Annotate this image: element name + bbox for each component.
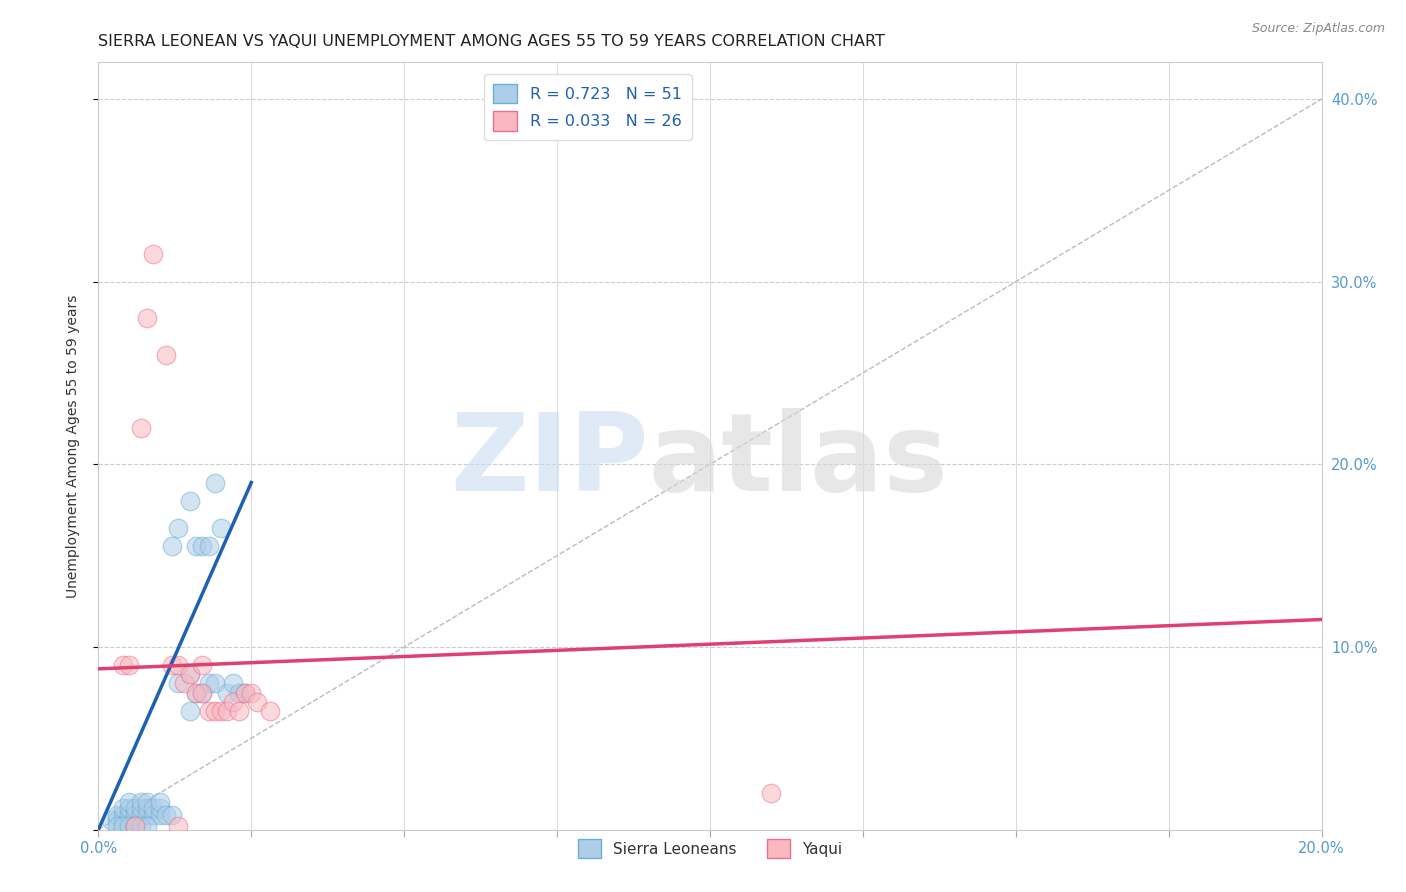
Point	[233, 685, 256, 699]
Point	[191, 658, 214, 673]
Point	[149, 795, 172, 809]
Point	[186, 685, 208, 699]
Point	[167, 521, 190, 535]
Point	[118, 658, 141, 673]
Point	[173, 676, 195, 690]
Point	[222, 676, 245, 690]
Point	[179, 667, 201, 681]
Point	[149, 808, 172, 822]
Point	[197, 676, 219, 690]
Point	[124, 808, 146, 822]
Point	[105, 814, 128, 828]
Point	[124, 819, 146, 833]
Point	[160, 808, 183, 822]
Point	[111, 800, 134, 814]
Point	[124, 814, 146, 828]
Point	[179, 667, 201, 681]
Point	[129, 795, 152, 809]
Point	[209, 521, 232, 535]
Point	[167, 658, 190, 673]
Point	[129, 800, 152, 814]
Point	[191, 685, 214, 699]
Point	[136, 795, 159, 809]
Point	[129, 819, 152, 833]
Point	[228, 685, 250, 699]
Point	[100, 814, 122, 828]
Point	[111, 814, 134, 828]
Point	[111, 808, 134, 822]
Point	[124, 819, 146, 833]
Point	[167, 819, 190, 833]
Point	[160, 540, 183, 554]
Point	[179, 493, 201, 508]
Point	[191, 685, 214, 699]
Point	[186, 540, 208, 554]
Point	[105, 819, 128, 833]
Point	[111, 819, 134, 833]
Point	[129, 808, 152, 822]
Point	[186, 685, 208, 699]
Point	[215, 685, 238, 699]
Point	[149, 800, 172, 814]
Point	[240, 685, 263, 699]
Point	[204, 676, 226, 690]
Point	[129, 421, 152, 435]
Point	[222, 695, 245, 709]
Point	[105, 808, 128, 822]
Point	[118, 814, 141, 828]
Point	[136, 311, 159, 326]
Point	[155, 348, 177, 362]
Point	[228, 704, 250, 718]
Point	[124, 800, 146, 814]
Point	[142, 800, 165, 814]
Point	[197, 704, 219, 718]
Point	[209, 704, 232, 718]
Point	[197, 540, 219, 554]
Point	[142, 247, 165, 261]
Point	[155, 808, 177, 822]
Text: ZIP: ZIP	[450, 409, 648, 515]
Point	[204, 704, 226, 718]
Point	[136, 819, 159, 833]
Point	[759, 786, 782, 800]
Point	[118, 795, 141, 809]
Point	[142, 808, 165, 822]
Point	[118, 819, 141, 833]
Point	[118, 808, 141, 822]
Text: Source: ZipAtlas.com: Source: ZipAtlas.com	[1251, 22, 1385, 36]
Point	[233, 685, 256, 699]
Text: atlas: atlas	[648, 409, 949, 515]
Legend: Sierra Leoneans, Yaqui: Sierra Leoneans, Yaqui	[572, 833, 848, 864]
Text: SIERRA LEONEAN VS YAQUI UNEMPLOYMENT AMONG AGES 55 TO 59 YEARS CORRELATION CHART: SIERRA LEONEAN VS YAQUI UNEMPLOYMENT AMO…	[98, 34, 886, 49]
Point	[215, 704, 238, 718]
Y-axis label: Unemployment Among Ages 55 to 59 years: Unemployment Among Ages 55 to 59 years	[66, 294, 80, 598]
Point	[136, 808, 159, 822]
Point	[179, 704, 201, 718]
Point	[160, 658, 183, 673]
Point	[259, 704, 281, 718]
Point	[246, 695, 269, 709]
Point	[136, 800, 159, 814]
Point	[111, 658, 134, 673]
Point	[118, 800, 141, 814]
Point	[204, 475, 226, 490]
Point	[191, 540, 214, 554]
Point	[167, 676, 190, 690]
